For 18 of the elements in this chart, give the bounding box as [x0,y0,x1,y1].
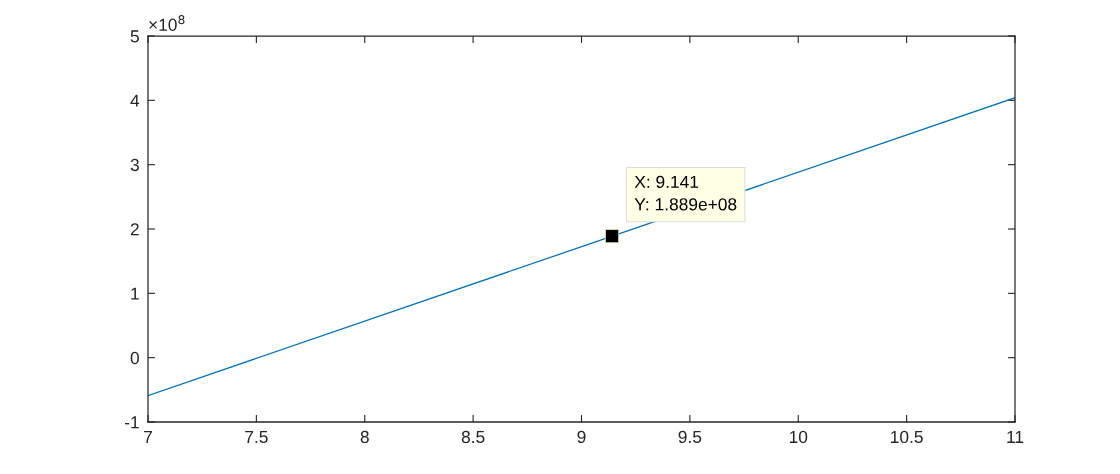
x-tick-label: 8 [360,430,369,444]
x-tick-label: 9.5 [678,430,702,444]
x-tick-label: 7.5 [245,430,268,444]
x-tick-label: 10 [789,430,808,444]
x-tick-label: 10.5 [891,430,923,444]
text: ×10$^{8}$ [149,15,185,31]
annotation: X: 9.141 Y: 1.889e+08 [634,175,737,211]
x-tick-label: 8.5 [461,430,485,444]
y-tick-label: 3 [130,158,139,172]
x-tick-label: 9 [577,430,586,444]
y-tick-label: 2 [130,223,139,236]
y-tick-label: 5 [130,30,139,43]
y-tick-label: 4 [130,94,140,107]
y-tick-label: -1 [125,416,139,429]
x-tick-label: 7 [144,430,152,443]
y-tick-label: 1 [131,287,139,300]
y-tick-label: 0 [130,351,139,365]
x-tick-label: 11 [1007,430,1024,443]
